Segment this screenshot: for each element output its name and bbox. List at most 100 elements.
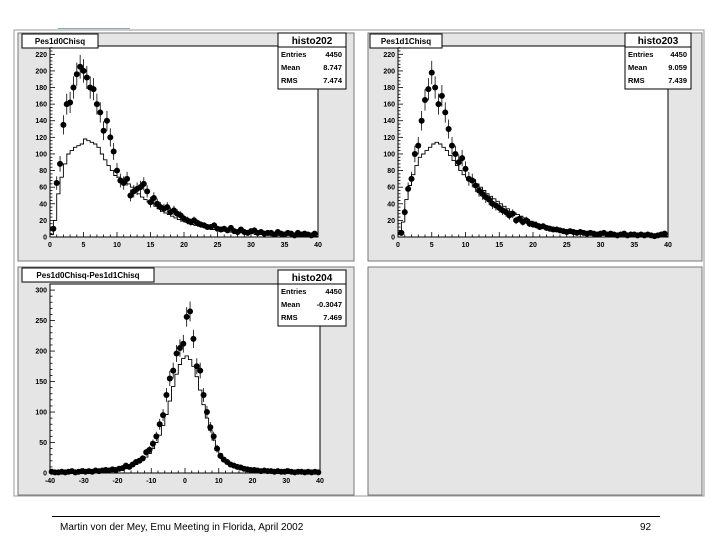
stats-value: 7.469 — [323, 313, 342, 322]
data-point — [139, 455, 146, 462]
data-point — [469, 177, 476, 184]
stats-box — [277, 32, 347, 90]
data-point — [183, 313, 190, 320]
x-tick-label: 25 — [563, 242, 571, 249]
data-point — [472, 182, 479, 189]
y-tick-label: 60 — [39, 185, 47, 192]
data-point — [100, 127, 107, 134]
data-point — [110, 148, 117, 155]
stats-label: RMS — [281, 313, 298, 322]
data-point — [73, 71, 80, 78]
footer-text: Martin von der Mey, Emu Meeting in Flori… — [60, 522, 304, 533]
stats-label: Mean — [628, 63, 648, 72]
x-tick-label: 5 — [82, 242, 86, 249]
y-tick-label: 20 — [39, 218, 47, 225]
y-tick-label: 40 — [387, 201, 395, 208]
plot-frame — [49, 45, 319, 238]
data-point — [197, 367, 204, 374]
stats-value: 8.747 — [323, 63, 342, 72]
y-tick-label: 0 — [43, 235, 47, 242]
data-point — [103, 117, 110, 124]
data-point — [77, 63, 84, 70]
x-tick-label: -20 — [112, 478, 122, 485]
x-tick-label: 35 — [630, 242, 638, 249]
chart-title: Pes1d1Chisq — [381, 37, 431, 46]
data-point — [442, 109, 449, 116]
x-tick-label: 20 — [180, 242, 188, 249]
data-point — [57, 160, 64, 167]
data-point — [415, 142, 422, 149]
x-tick-label: 15 — [147, 242, 155, 249]
data-point — [203, 409, 210, 416]
x-tick-label: 20 — [529, 242, 537, 249]
data-point — [144, 188, 151, 195]
data-point — [170, 367, 177, 374]
data-point — [661, 230, 668, 237]
x-tick-label: 0 — [183, 478, 187, 485]
data-point — [90, 86, 97, 93]
chart-2: Pes1d1Chisq histo203 Entries 4450 Mean 9.059 R… — [367, 32, 703, 262]
data-point — [146, 446, 153, 453]
data-point — [445, 126, 452, 133]
y-tick-label: 60 — [387, 185, 395, 192]
data-point — [166, 375, 173, 382]
data-point — [210, 433, 217, 440]
data-point — [67, 99, 74, 106]
y-tick-label: 150 — [35, 379, 47, 386]
x-tick-label: 10 — [113, 242, 121, 249]
chart-3: Pes1d0Chisq-Pes1d1Chisq histo204 Entries 44… — [17, 266, 355, 496]
data-point — [452, 150, 459, 157]
y-tick-label: 50 — [39, 440, 47, 447]
data-point — [156, 421, 163, 428]
data-point — [173, 350, 180, 357]
data-point — [50, 225, 57, 232]
y-tick-label: 80 — [387, 168, 395, 175]
data-point — [432, 84, 439, 91]
data-point — [53, 180, 60, 187]
y-tick-label: 220 — [383, 52, 395, 59]
data-point — [124, 175, 131, 182]
y-tick-label: 140 — [383, 118, 395, 125]
stats-value: 9.059 — [668, 63, 687, 72]
x-tick-label: 10 — [215, 478, 223, 485]
stats-box — [277, 269, 347, 327]
chart-1: Pes1d0Chisq histo202 Entries 4450 Mean 8.747 R… — [17, 32, 355, 262]
page-number: 92 — [640, 522, 652, 533]
x-tick-label: 15 — [495, 242, 503, 249]
data-point — [405, 185, 412, 192]
x-tick-label: 30 — [282, 478, 290, 485]
x-tick-label: 40 — [664, 242, 672, 249]
y-tick-label: 250 — [35, 318, 47, 325]
data-point — [180, 340, 187, 347]
chart-title-box — [21, 267, 155, 283]
y-tick-label: 140 — [35, 118, 47, 125]
y-tick-label: 200 — [35, 349, 47, 356]
data-point — [449, 142, 455, 149]
data-point — [120, 180, 127, 187]
data-point — [60, 121, 67, 128]
data-point — [214, 445, 221, 452]
data-point — [160, 412, 167, 419]
stats-label: Entries — [281, 287, 306, 296]
stats-value: 7.439 — [668, 76, 687, 85]
data-point — [97, 109, 104, 116]
y-tick-label: 160 — [35, 102, 47, 109]
plot-frame — [397, 45, 669, 238]
data-point — [187, 308, 194, 315]
stats-value: 4450 — [325, 287, 342, 296]
x-tick-label: 25 — [214, 242, 222, 249]
x-tick-label: -10 — [146, 478, 156, 485]
stats-name: histo204 — [292, 273, 333, 284]
data-point — [107, 134, 114, 141]
stats-name: histo203 — [638, 36, 679, 47]
data-point — [315, 469, 322, 476]
data-point — [509, 210, 516, 217]
data-point — [418, 117, 425, 124]
data-point — [459, 155, 466, 162]
stats-box — [624, 32, 692, 90]
data-point — [149, 440, 156, 447]
x-tick-label: 5 — [430, 242, 434, 249]
data-point — [70, 84, 77, 91]
data-point — [83, 74, 90, 81]
data-point — [398, 229, 405, 236]
